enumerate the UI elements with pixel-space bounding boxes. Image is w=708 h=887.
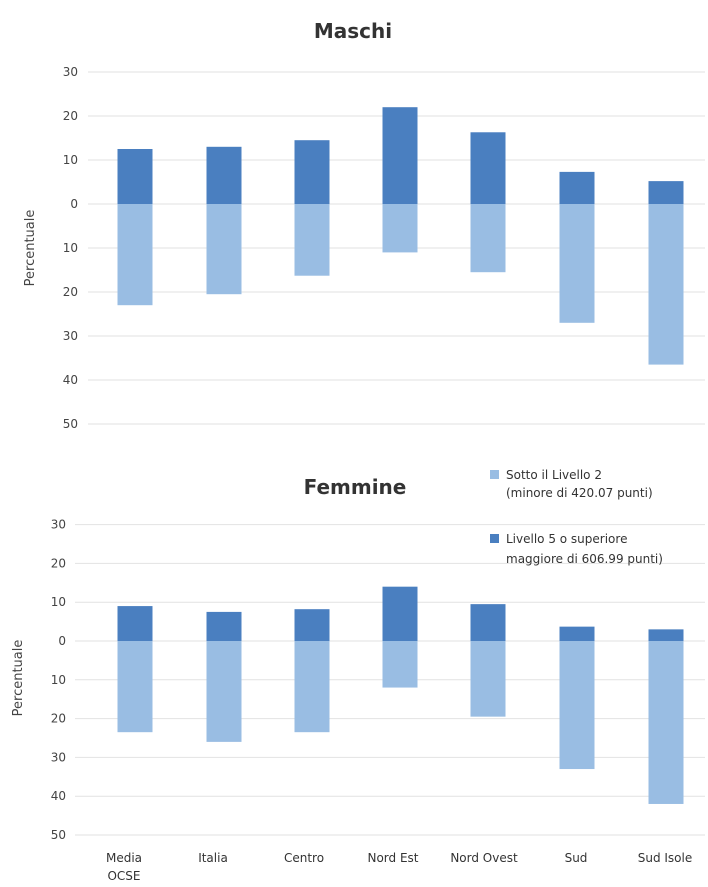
- bar-below-level2-4: [470, 641, 506, 717]
- bar-level5-2: [294, 140, 330, 204]
- bars: [117, 107, 684, 365]
- x-tick-label: Media: [106, 851, 142, 865]
- y-tick-label: 40: [63, 373, 78, 387]
- legend-label: Sotto il Livello 2: [506, 468, 602, 482]
- legend-label: Livello 5 o superiore: [506, 532, 627, 546]
- bar-below-level2-3: [382, 204, 418, 253]
- bar-below-level2-5: [559, 641, 595, 770]
- x-tick-label: Nord Est: [367, 851, 418, 865]
- bar-below-level2-1: [206, 204, 242, 295]
- bar-below-level2-5: [559, 204, 595, 323]
- y-tick-labels: 30 20 10 0 10 20 30 40 50: [51, 518, 66, 842]
- x-tick-label: Nord Ovest: [450, 851, 518, 865]
- bar-level5-0: [117, 149, 153, 204]
- legend-swatch-level5: [490, 534, 499, 543]
- bar-below-level2-2: [294, 641, 330, 733]
- x-tick-label: Sud: [565, 851, 588, 865]
- chart-femmine: Femmine Percentuale 30 20 10 0 10 20 30 40 50: [11, 475, 705, 842]
- y-tick-label: 20: [51, 712, 66, 726]
- bar-level5-6: [648, 629, 684, 641]
- chart-title: Maschi: [314, 19, 392, 43]
- bar-level5-1: [206, 146, 242, 204]
- bar-below-level2-2: [294, 204, 330, 276]
- x-tick-label: OCSE: [107, 869, 140, 883]
- legend: Sotto il Livello 2 (minore di 420.07 pun…: [490, 468, 663, 566]
- y-tick-label: 10: [51, 673, 66, 687]
- x-tick-label: Italia: [198, 851, 228, 865]
- bars: [117, 586, 684, 804]
- y-tick-label: 0: [70, 197, 78, 211]
- bar-below-level2-6: [648, 641, 684, 804]
- bar-level5-1: [206, 611, 242, 641]
- bar-level5-3: [382, 107, 418, 204]
- y-axis-label: Percentuale: [11, 640, 26, 717]
- y-tick-label: 10: [63, 153, 78, 167]
- bar-level5-3: [382, 586, 418, 641]
- bar-level5-5: [559, 626, 595, 641]
- bar-level5-4: [470, 132, 506, 204]
- y-axis-label: Percentuale: [23, 210, 38, 287]
- legend-label: maggiore di 606.99 punti): [506, 552, 663, 566]
- y-tick-label: 0: [58, 634, 66, 648]
- x-axis-labels: Media OCSE Italia Centro Nord Est Nord O…: [106, 851, 692, 883]
- y-tick-label: 30: [63, 65, 78, 79]
- y-tick-label: 40: [51, 789, 66, 803]
- bar-level5-2: [294, 609, 330, 641]
- legend-swatch-below-level2: [490, 470, 499, 479]
- y-tick-label: 30: [51, 518, 66, 532]
- bar-level5-4: [470, 604, 506, 641]
- bar-level5-6: [648, 181, 684, 204]
- bar-below-level2-6: [648, 204, 684, 365]
- bar-level5-5: [559, 171, 595, 204]
- bar-below-level2-1: [206, 641, 242, 742]
- chart-title: Femmine: [304, 475, 407, 499]
- y-tick-label: 20: [63, 285, 78, 299]
- y-tick-label: 30: [51, 750, 66, 764]
- bar-below-level2-0: [117, 641, 153, 733]
- y-tick-labels: 30 20 10 0 10 20 30 40 50: [63, 65, 78, 431]
- y-tick-label: 20: [51, 556, 66, 570]
- y-tick-label: 50: [51, 828, 66, 842]
- bar-below-level2-4: [470, 204, 506, 273]
- bar-below-level2-0: [117, 204, 153, 306]
- chart-maschi: Maschi Percentuale 30 20 10 0 10 20 30 40 50: [23, 19, 705, 431]
- y-tick-label: 10: [51, 595, 66, 609]
- y-tick-label: 50: [63, 417, 78, 431]
- y-tick-label: 10: [63, 241, 78, 255]
- legend-label: (minore di 420.07 punti): [506, 486, 653, 500]
- y-tick-label: 20: [63, 109, 78, 123]
- bar-level5-0: [117, 606, 153, 641]
- x-tick-label: Sud Isole: [638, 851, 693, 865]
- bar-below-level2-3: [382, 641, 418, 688]
- y-tick-label: 30: [63, 329, 78, 343]
- x-tick-label: Centro: [284, 851, 324, 865]
